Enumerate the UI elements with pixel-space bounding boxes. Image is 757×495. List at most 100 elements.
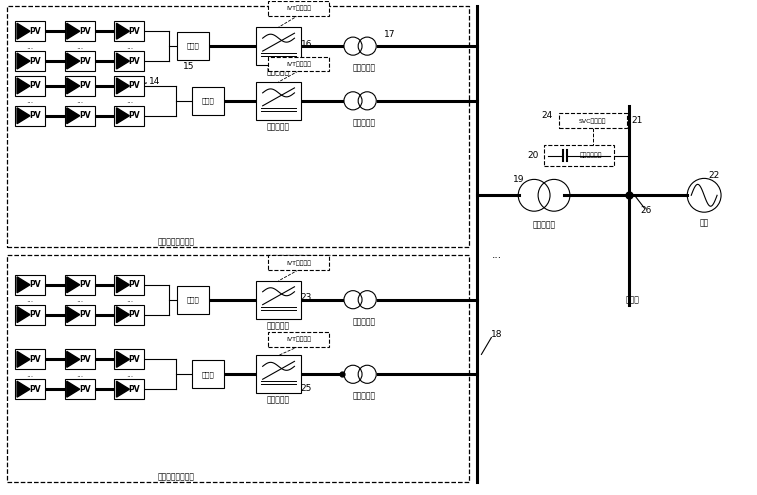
Bar — [15, 21, 45, 41]
Bar — [7, 255, 469, 482]
Text: ...: ... — [492, 250, 503, 260]
Polygon shape — [117, 307, 129, 323]
Text: PV: PV — [129, 355, 140, 364]
Polygon shape — [17, 277, 30, 293]
Text: PV: PV — [29, 355, 41, 364]
Text: 单元变压器: 单元变压器 — [353, 392, 375, 400]
Text: 并网点: 并网点 — [625, 295, 640, 304]
Bar — [65, 51, 95, 71]
Text: ...: ... — [26, 97, 33, 105]
Text: 光伏逆变器: 光伏逆变器 — [267, 67, 290, 77]
Polygon shape — [17, 78, 30, 94]
Text: 汇流简: 汇流简 — [187, 297, 199, 303]
Bar — [268, 255, 329, 270]
Bar — [114, 305, 145, 325]
Text: ...: ... — [76, 295, 83, 304]
Text: IVT控制模块: IVT控制模块 — [286, 260, 311, 266]
Bar — [114, 51, 145, 71]
Text: SVC控制模块: SVC控制模块 — [579, 118, 606, 124]
Text: 汇流简: 汇流简 — [187, 43, 199, 50]
Text: 25: 25 — [301, 384, 312, 393]
Bar — [192, 87, 224, 115]
Text: ...: ... — [126, 97, 133, 105]
Text: 15: 15 — [183, 61, 195, 70]
Polygon shape — [117, 23, 129, 39]
Text: IVT控制模块: IVT控制模块 — [286, 337, 311, 342]
Polygon shape — [17, 53, 30, 69]
Text: PV: PV — [79, 385, 91, 394]
Text: 光伏逆变器: 光伏逆变器 — [267, 396, 290, 404]
Text: PV: PV — [79, 355, 91, 364]
Bar — [544, 145, 614, 166]
Polygon shape — [17, 351, 30, 367]
Text: 21: 21 — [632, 116, 643, 125]
Bar — [65, 379, 95, 399]
Text: PV: PV — [129, 310, 140, 319]
Text: PV: PV — [29, 111, 41, 120]
Text: ...: ... — [26, 295, 33, 304]
Text: PV: PV — [129, 56, 140, 65]
Polygon shape — [17, 381, 30, 397]
Text: ...: ... — [26, 42, 33, 50]
Polygon shape — [67, 23, 79, 39]
Text: PV: PV — [29, 385, 41, 394]
Text: IVT控制模块: IVT控制模块 — [286, 5, 311, 11]
Bar — [15, 76, 45, 96]
Text: 光伏逆变器: 光伏逆变器 — [267, 321, 290, 330]
Text: PV: PV — [129, 27, 140, 36]
Polygon shape — [117, 78, 129, 94]
Text: PV: PV — [79, 111, 91, 120]
Text: 20: 20 — [528, 151, 539, 160]
Text: ...: ... — [126, 370, 133, 379]
Bar — [114, 379, 145, 399]
Text: 24: 24 — [541, 111, 553, 120]
Text: 汇流简: 汇流简 — [201, 98, 214, 104]
Polygon shape — [67, 108, 79, 124]
Bar — [65, 106, 95, 126]
Polygon shape — [67, 351, 79, 367]
Bar — [7, 6, 469, 247]
Bar — [15, 51, 45, 71]
Text: ...: ... — [76, 97, 83, 105]
Text: ...: ... — [76, 370, 83, 379]
Bar — [65, 349, 95, 369]
Bar — [192, 360, 224, 388]
Polygon shape — [67, 307, 79, 323]
Bar — [268, 56, 329, 71]
Bar — [114, 21, 145, 41]
Text: 26: 26 — [640, 206, 653, 215]
Bar — [65, 76, 95, 96]
Text: 22: 22 — [709, 171, 720, 180]
Bar — [114, 106, 145, 126]
Bar — [15, 379, 45, 399]
Text: 单元变压器: 单元变压器 — [353, 317, 375, 326]
Text: 光伏并网发电单元: 光伏并网发电单元 — [157, 238, 195, 247]
Bar — [256, 355, 301, 393]
Text: 无功补偿装置: 无功补偿装置 — [580, 153, 602, 158]
Polygon shape — [117, 53, 129, 69]
Bar — [256, 27, 301, 65]
Text: 单元变压器: 单元变压器 — [353, 118, 375, 127]
Text: PV: PV — [129, 385, 140, 394]
Polygon shape — [117, 277, 129, 293]
Text: ...: ... — [126, 295, 133, 304]
Polygon shape — [67, 277, 79, 293]
Bar — [177, 286, 209, 314]
Text: PV: PV — [79, 56, 91, 65]
Bar — [15, 275, 45, 295]
Text: ...: ... — [26, 370, 33, 379]
Text: 16: 16 — [301, 40, 312, 49]
Bar — [15, 349, 45, 369]
Text: PV: PV — [29, 310, 41, 319]
Text: PV: PV — [129, 111, 140, 120]
Bar — [114, 275, 145, 295]
Bar — [559, 113, 627, 128]
Bar — [15, 305, 45, 325]
Text: PV: PV — [29, 81, 41, 91]
Polygon shape — [67, 53, 79, 69]
Text: 19: 19 — [512, 175, 524, 184]
Text: 电网: 电网 — [699, 219, 709, 228]
Text: 升压变压器: 升压变压器 — [532, 221, 556, 230]
Bar — [256, 82, 301, 120]
Bar — [268, 1, 329, 16]
